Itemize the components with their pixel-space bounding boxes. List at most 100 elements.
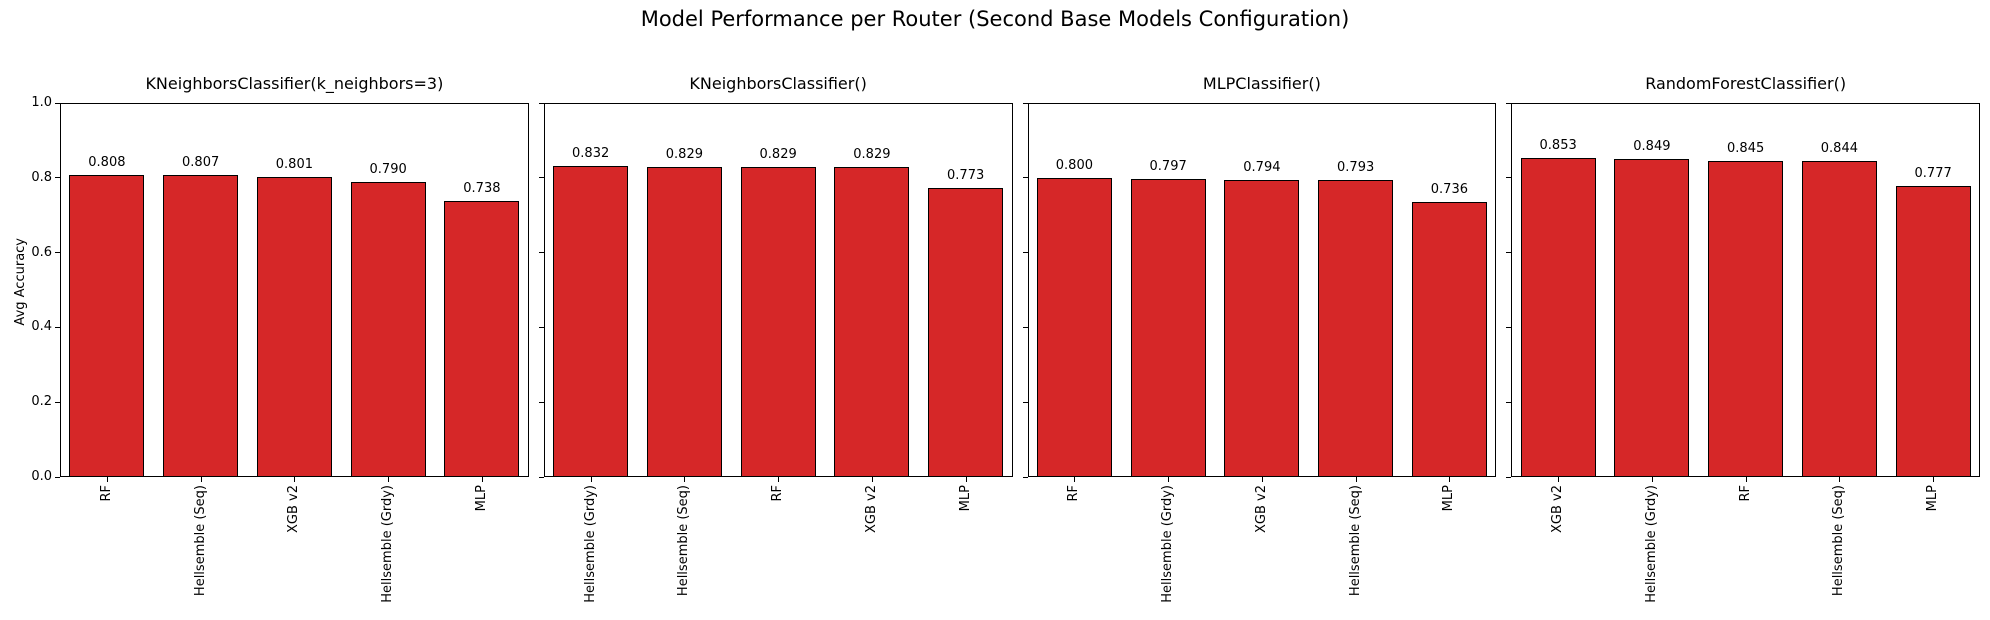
bar-value-label: 0.829 [665, 146, 703, 162]
bar [1708, 160, 1784, 477]
bar-value-label: 0.829 [759, 146, 797, 162]
subplot-title: RandomForestClassifier() [1645, 74, 1847, 93]
y-tick-label: 0.2 [31, 394, 52, 410]
bar-value-label: 0.807 [182, 155, 220, 171]
x-tick-mark [1355, 477, 1357, 482]
bar-value-label: 0.853 [1539, 137, 1577, 153]
x-tick-mark [1745, 477, 1747, 482]
x-tick-label: MLP [957, 485, 973, 512]
bar-value-label: 0.736 [1430, 181, 1468, 197]
x-tick-label: XGB v2 [1550, 485, 1566, 533]
bar-value-label: 0.801 [275, 157, 313, 173]
x-tick-mark [965, 477, 967, 482]
x-tick-mark [871, 477, 873, 482]
y-tick-mark [1506, 476, 1512, 478]
bar [740, 166, 816, 477]
y-tick-label: 0.8 [31, 169, 52, 185]
x-tick-mark [684, 477, 686, 482]
bar [553, 165, 629, 477]
subplot-title: KNeighborsClassifier() [689, 74, 867, 93]
bar [646, 166, 722, 477]
bar [1036, 177, 1112, 477]
y-tick-mark [55, 252, 60, 254]
x-tick-mark [1839, 477, 1841, 482]
x-tick-label: Hellsemble (Grdy) [380, 485, 396, 603]
x-tick-label: Hellsemble (Grdy) [1643, 485, 1659, 603]
y-tick-mark [1506, 326, 1512, 328]
x-tick-label: XGB v2 [863, 485, 879, 533]
x-tick-label: Hellsemble (Grdy) [582, 485, 598, 603]
y-tick-mark [538, 102, 544, 104]
bar [1130, 178, 1206, 477]
bar-value-label: 0.790 [369, 161, 407, 177]
x-tick-label: RF [770, 485, 786, 502]
y-tick-mark [1022, 401, 1028, 403]
bar [1318, 180, 1394, 477]
y-tick-mark [1022, 102, 1028, 104]
subplot-title: MLPClassifier() [1202, 74, 1321, 93]
bar-value-label: 0.829 [853, 146, 891, 162]
subplot-title: KNeighborsClassifier(k_neighbors=3) [145, 74, 444, 93]
x-tick-label: RF [1066, 485, 1082, 502]
y-tick-label: 1.0 [31, 95, 52, 110]
y-tick-mark [1506, 401, 1512, 403]
x-tick-mark [106, 477, 108, 482]
bar [1411, 201, 1487, 477]
x-tick-mark [1261, 477, 1263, 482]
y-tick-mark [55, 177, 60, 179]
bar-value-label: 0.738 [463, 180, 501, 196]
y-tick-label: 0.6 [31, 244, 52, 260]
y-tick-mark [1506, 252, 1512, 254]
bar-value-label: 0.773 [947, 167, 985, 183]
bar [444, 200, 520, 477]
bar-value-label: 0.800 [1055, 157, 1093, 173]
x-tick-mark [1074, 477, 1076, 482]
bar [1895, 186, 1971, 477]
y-tick-mark [55, 476, 60, 478]
x-tick-label: XGB v2 [286, 485, 302, 533]
bar [163, 175, 239, 477]
bar-value-label: 0.794 [1243, 160, 1281, 176]
bar [69, 174, 145, 477]
bar [834, 166, 910, 477]
x-tick-label: RF [1737, 485, 1753, 502]
y-tick-mark [1506, 102, 1512, 104]
bar-value-label: 0.797 [1149, 158, 1187, 174]
bar [350, 181, 426, 477]
bar [928, 187, 1004, 477]
x-tick-label: Hellsemble (Seq) [676, 485, 692, 597]
x-tick-mark [1168, 477, 1170, 482]
x-tick-label: Hellsemble (Grdy) [1160, 485, 1176, 603]
y-tick-mark [55, 401, 60, 403]
y-tick-mark [538, 326, 544, 328]
y-tick-mark [1022, 326, 1028, 328]
figure-title: Model Performance per Router (Second Bas… [640, 7, 1350, 31]
x-tick-mark [200, 477, 202, 482]
y-tick-mark [538, 476, 544, 478]
x-tick-mark [778, 477, 780, 482]
y-tick-mark [538, 252, 544, 254]
bar [1614, 159, 1690, 477]
x-tick-mark [481, 477, 483, 482]
bar-value-label: 0.808 [88, 154, 126, 170]
x-tick-mark [590, 477, 592, 482]
y-tick-label: 0.0 [31, 469, 52, 484]
x-tick-mark [1651, 477, 1653, 482]
bar-value-label: 0.845 [1727, 140, 1765, 156]
x-tick-label: Hellsemble (Seq) [192, 485, 208, 597]
y-tick-mark [1022, 476, 1028, 478]
bar-value-label: 0.777 [1914, 166, 1952, 182]
bar-value-label: 0.832 [572, 145, 610, 161]
y-tick-mark [1022, 252, 1028, 254]
y-tick-mark [1506, 177, 1512, 179]
bar [1520, 157, 1596, 477]
y-tick-label: 0.4 [31, 319, 52, 335]
x-tick-mark [388, 477, 390, 482]
x-tick-label: MLP [473, 485, 489, 512]
x-tick-label: MLP [1441, 485, 1457, 512]
bar-value-label: 0.793 [1337, 160, 1375, 176]
y-tick-mark [538, 401, 544, 403]
y-tick-mark [55, 326, 60, 328]
y-tick-mark [538, 177, 544, 179]
